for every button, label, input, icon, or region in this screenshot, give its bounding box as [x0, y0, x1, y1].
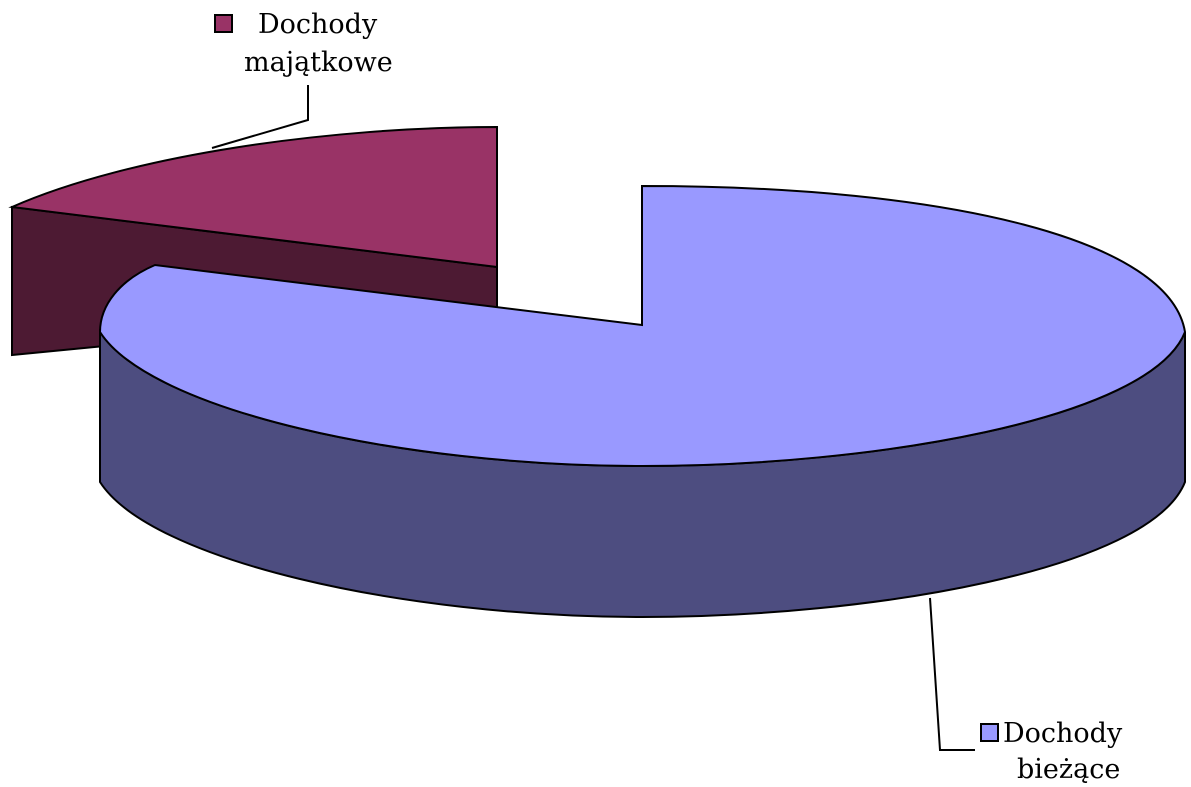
label-line2-majatkowe: majątkowe [244, 47, 393, 78]
data-label-majatkowe: Dochody majątkowe [214, 9, 393, 78]
label-line1-biezace: Dochody [1003, 718, 1123, 749]
data-label-biezace: Dochody bieżące [980, 718, 1123, 785]
slice-dochody-biezace [98, 184, 1187, 619]
label-line2-biezace: bieżące [1017, 754, 1120, 785]
leader-line-biezace [929, 597, 975, 751]
leader-line-majatkowe [211, 85, 309, 149]
slice-top [8, 125, 498, 269]
legend-key-majatkowe [214, 14, 233, 33]
slice-top [98, 184, 1187, 468]
label-line1-majatkowe: Dochody [258, 9, 378, 40]
legend-key-biezace [980, 723, 999, 742]
